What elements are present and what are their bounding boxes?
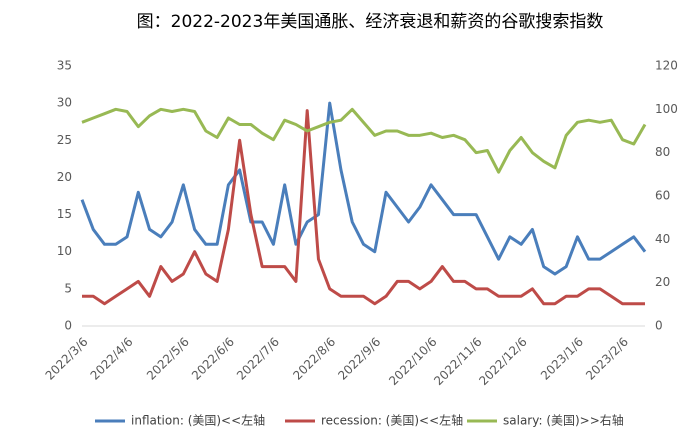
x-tick-label: 2023/2/6	[583, 335, 631, 383]
y-tick-label: 0	[64, 319, 72, 333]
y2-tick-label: 0	[655, 319, 663, 333]
legend-label: salary: (美国)>>右轴	[503, 413, 624, 428]
line-series	[80, 101, 647, 276]
y2-tick-label: 120	[655, 59, 678, 73]
legend-label: recession: (美国)<<左轴	[321, 413, 463, 428]
x-tick-label: 2022/3/6	[43, 335, 91, 383]
x-tick-label: 2022/7/6	[234, 335, 282, 383]
y2-tick-label: 60	[655, 189, 670, 203]
y2-tick-label: 80	[655, 145, 670, 159]
legend-label: inflation: (美国)<<左轴	[131, 413, 265, 428]
y-tick-label: 30	[57, 96, 72, 110]
x-tick-label: 2022/12/6	[476, 335, 529, 388]
y-tick-label: 25	[57, 133, 72, 147]
y2-tick-label: 100	[655, 102, 678, 116]
y-tick-label: 5	[64, 281, 72, 295]
y-tick-label: 10	[57, 244, 72, 258]
y2-tick-label: 40	[655, 232, 670, 246]
x-tick-label: 2022/9/6	[335, 335, 383, 383]
chart-title: 图：2022-2023年美国通胀、经济衰退和薪资的谷歌搜索指数	[137, 12, 604, 32]
y-tick-label: 20	[57, 170, 72, 184]
x-tick-label: 2022/6/6	[189, 335, 237, 383]
x-tick-label: 2022/5/6	[144, 335, 192, 383]
y-tick-label: 35	[57, 59, 72, 73]
y-tick-label: 15	[57, 207, 72, 221]
y2-tick-label: 20	[655, 275, 670, 289]
x-tick-label: 2022/10/6	[386, 335, 439, 388]
x-tick-label: 2022/8/6	[290, 335, 338, 383]
line-series	[82, 109, 645, 306]
x-tick-label: 2023/1/6	[538, 335, 586, 383]
x-tick-label: 2022/4/6	[88, 335, 136, 383]
line-series	[81, 107, 647, 174]
x-tick-label: 2022/11/6	[431, 335, 484, 388]
